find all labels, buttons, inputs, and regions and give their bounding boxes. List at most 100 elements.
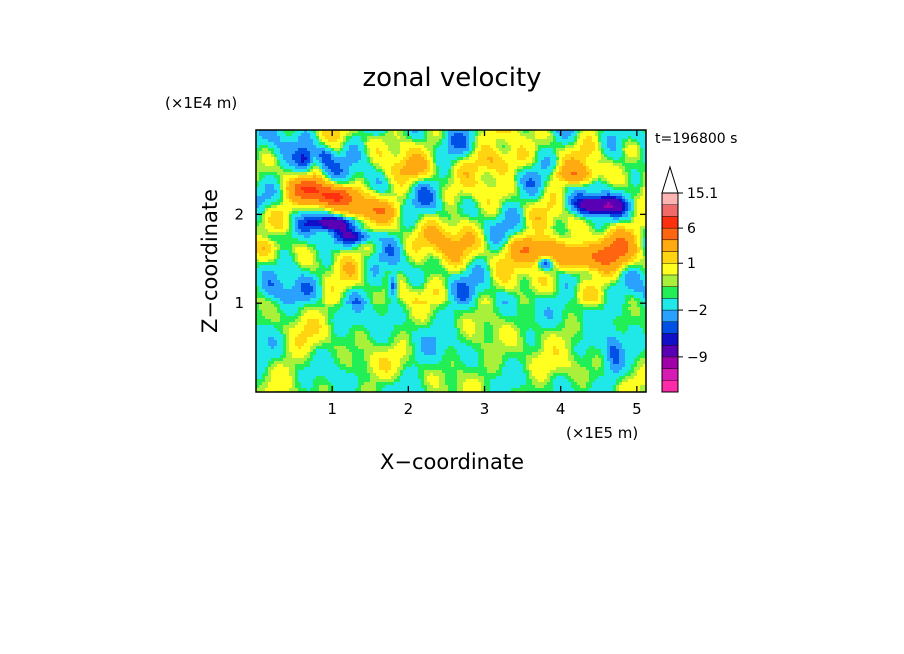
- field-cell: [292, 136, 295, 139]
- field-cell: [334, 181, 337, 184]
- field-cell: [301, 145, 304, 148]
- field-cell: [373, 244, 376, 247]
- field-cell: [310, 151, 313, 154]
- field-cell: [403, 172, 406, 175]
- field-cell: [355, 151, 358, 154]
- field-cell: [361, 205, 364, 208]
- field-cell: [610, 151, 613, 154]
- field-cell: [301, 199, 304, 202]
- field-cell: [472, 241, 475, 244]
- field-cell: [451, 130, 454, 133]
- field-cell: [508, 211, 511, 214]
- field-cell: [616, 130, 619, 133]
- field-cell: [409, 217, 412, 220]
- field-cell: [436, 235, 439, 238]
- field-cell: [487, 163, 490, 166]
- field-cell: [271, 169, 274, 172]
- field-cell: [484, 163, 487, 166]
- field-cell: [322, 178, 325, 181]
- field-cell: [373, 172, 376, 175]
- field-cell: [637, 187, 640, 190]
- field-cell: [433, 178, 436, 181]
- field-cell: [598, 193, 601, 196]
- field-cell: [295, 196, 298, 199]
- field-cell: [634, 223, 637, 226]
- field-cell: [490, 154, 493, 157]
- field-cell: [457, 169, 460, 172]
- field-cell: [388, 217, 391, 220]
- field-cell: [574, 223, 577, 226]
- field-cell: [634, 181, 637, 184]
- field-cell: [505, 223, 508, 226]
- field-cell: [403, 202, 406, 205]
- field-cell: [550, 199, 553, 202]
- field-cell: [409, 148, 412, 151]
- field-cell: [523, 190, 526, 193]
- field-cell: [343, 229, 346, 232]
- field-cell: [442, 145, 445, 148]
- field-cell: [385, 142, 388, 145]
- field-cell: [421, 175, 424, 178]
- field-cell: [415, 142, 418, 145]
- field-cell: [622, 226, 625, 229]
- field-cell: [499, 226, 502, 229]
- field-cell: [544, 151, 547, 154]
- field-cell: [589, 199, 592, 202]
- field-cell: [595, 241, 598, 244]
- field-cell: [616, 160, 619, 163]
- field-cell: [448, 217, 451, 220]
- field-cell: [298, 214, 301, 217]
- field-cell: [448, 196, 451, 199]
- field-cell: [526, 199, 529, 202]
- field-cell: [415, 166, 418, 169]
- field-cell: [379, 181, 382, 184]
- field-cell: [268, 199, 271, 202]
- field-cell: [454, 136, 457, 139]
- field-cell: [346, 145, 349, 148]
- field-cell: [628, 175, 631, 178]
- field-cell: [262, 169, 265, 172]
- field-cell: [334, 232, 337, 235]
- field-cell: [508, 148, 511, 151]
- field-cell: [403, 178, 406, 181]
- field-cell: [415, 244, 418, 247]
- field-cell: [346, 130, 349, 133]
- field-cell: [265, 142, 268, 145]
- field-cell: [634, 178, 637, 181]
- field-cell: [346, 211, 349, 214]
- field-cell: [262, 136, 265, 139]
- field-cell: [292, 154, 295, 157]
- field-cell: [256, 178, 259, 181]
- field-cell: [328, 148, 331, 151]
- field-cell: [358, 139, 361, 142]
- field-cell: [538, 202, 541, 205]
- field-cell: [358, 244, 361, 247]
- field-cell: [301, 175, 304, 178]
- field-cell: [418, 229, 421, 232]
- field-cell: [535, 229, 538, 232]
- field-cell: [625, 142, 628, 145]
- field-cell: [304, 130, 307, 133]
- field-cell: [403, 226, 406, 229]
- field-cell: [577, 226, 580, 229]
- field-cell: [556, 133, 559, 136]
- field-cell: [277, 163, 280, 166]
- field-cell: [370, 166, 373, 169]
- field-cell: [463, 148, 466, 151]
- field-cell: [331, 181, 334, 184]
- field-cell: [430, 169, 433, 172]
- field-cell: [580, 163, 583, 166]
- field-cell: [373, 226, 376, 229]
- field-cell: [382, 133, 385, 136]
- field-cell: [355, 235, 358, 238]
- field-cell: [634, 232, 637, 235]
- field-cell: [532, 133, 535, 136]
- field-cell: [289, 184, 292, 187]
- field-cell: [565, 139, 568, 142]
- field-cell: [310, 214, 313, 217]
- field-cell: [553, 172, 556, 175]
- field-cell: [388, 142, 391, 145]
- field-cell: [595, 145, 598, 148]
- field-cell: [535, 178, 538, 181]
- field-cell: [613, 175, 616, 178]
